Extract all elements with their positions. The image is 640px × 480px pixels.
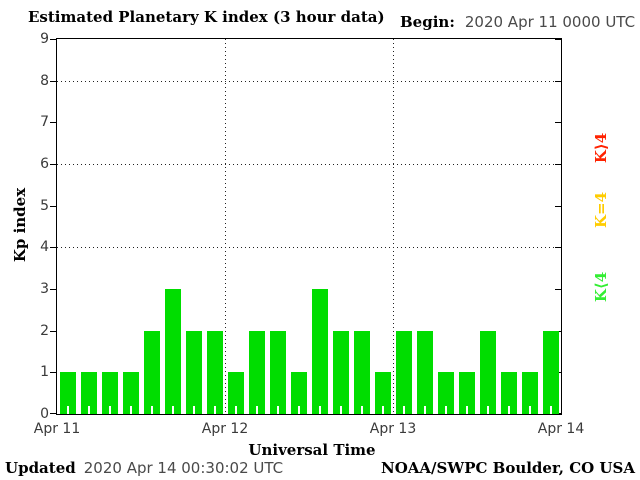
y-tick-right — [555, 39, 561, 40]
y-tick-left — [50, 164, 57, 165]
begin-info: Begin: 2020 Apr 11 0000 UTC — [400, 13, 635, 31]
updated-info: Updated 2020 Apr 14 00:30:02 UTC — [5, 459, 283, 477]
kp-bar — [290, 372, 307, 414]
y-tick-left — [50, 122, 57, 124]
kp-bar — [479, 330, 496, 414]
x-tick-notch — [255, 406, 258, 414]
x-tick-notch — [276, 406, 279, 414]
x-tick-label: Apr 12 — [201, 421, 249, 437]
y-tick-right — [555, 122, 561, 124]
y-tick-right — [555, 80, 561, 82]
kp-bar — [227, 372, 244, 414]
y-tick-left — [50, 289, 57, 290]
y-tick-label: 6 — [40, 156, 49, 172]
y-tick-left — [50, 330, 57, 332]
kp-bar — [206, 330, 223, 414]
x-tick-notch — [381, 406, 384, 414]
x-tick-notch — [423, 406, 426, 414]
y-tick-right — [555, 164, 561, 165]
credit-text: NOAA/SWPC Boulder, CO USA — [380, 459, 635, 477]
y-tick-label: 9 — [40, 31, 49, 47]
y-tick-label: 7 — [40, 114, 49, 131]
x-tick-notch — [444, 406, 447, 414]
kp-bar — [332, 330, 349, 414]
x-tick-notch — [108, 406, 111, 414]
x-tick-notch — [192, 406, 195, 414]
y-tick-left — [50, 247, 57, 249]
x-tick-notch — [402, 406, 405, 414]
x-tick-notch — [339, 406, 342, 414]
kp-bar — [80, 372, 97, 414]
begin-label: Begin: — [400, 13, 455, 31]
x-tick-label: Apr 11 — [33, 421, 81, 437]
y-tick-left — [50, 80, 57, 82]
x-axis-title: Universal Time — [248, 441, 376, 459]
kp-bar — [101, 372, 118, 414]
y-tick-label: 5 — [40, 197, 49, 214]
y-tick-right — [555, 247, 561, 249]
kp-bar — [521, 372, 538, 414]
x-tick-notch — [465, 406, 468, 414]
x-tick-label: Apr 13 — [369, 421, 417, 437]
y-axis-title: Kp index — [11, 187, 29, 263]
x-tick-notch — [297, 406, 300, 414]
x-tick-notch — [549, 406, 552, 414]
x-tick-notch — [318, 406, 321, 414]
x-tick-notch — [486, 406, 489, 414]
x-tick-notch — [87, 406, 90, 414]
kp-bar — [416, 330, 433, 414]
gridline-y-6 — [57, 164, 561, 165]
begin-value: 2020 Apr 11 0000 UTC — [464, 13, 636, 31]
y-tick-right — [555, 289, 561, 290]
x-tick-notch — [66, 406, 69, 414]
kp-bar — [269, 330, 286, 414]
kp-bar — [122, 372, 139, 414]
y-tick-left — [50, 205, 57, 207]
kp-bar — [59, 372, 76, 414]
x-tick-notch — [507, 406, 510, 414]
x-tick-notch — [129, 406, 132, 414]
y-tick-left — [50, 413, 57, 414]
updated-value: 2020 Apr 14 00:30:02 UTC — [83, 459, 284, 477]
gridline-day-boundary — [393, 39, 394, 414]
kp-bar — [437, 372, 454, 414]
y-tick-label: 1 — [40, 364, 49, 381]
y-tick-label: 4 — [40, 239, 49, 256]
chart-title: Estimated Planetary K index (3 hour data… — [28, 8, 385, 26]
y-tick-right — [555, 205, 561, 207]
x-tick-label: Apr 14 — [537, 421, 585, 437]
updated-label: Updated — [5, 459, 76, 477]
legend-label-k-above-4: K⟩4 — [592, 132, 610, 164]
kp-bar — [311, 289, 328, 414]
kp-bar — [458, 372, 475, 414]
gridline-day-boundary — [225, 39, 226, 414]
x-tick-notch — [234, 406, 237, 414]
legend-label-k-equal-4: K=4 — [592, 191, 610, 229]
kp-bar — [143, 330, 160, 414]
x-tick-notch — [360, 406, 363, 414]
kp-bar — [353, 330, 370, 414]
kp-bar — [248, 330, 265, 414]
y-tick-left — [50, 39, 57, 40]
y-tick-label: 0 — [40, 406, 49, 422]
y-tick-label: 8 — [40, 72, 49, 89]
x-tick-notch — [528, 406, 531, 414]
kp-bar — [164, 289, 181, 414]
legend-label-k-below-4: K⟨4 — [592, 271, 610, 303]
kp-bar — [395, 330, 412, 414]
y-tick-label: 3 — [40, 281, 49, 297]
kp-bar — [500, 372, 517, 414]
kp-bar — [374, 372, 391, 414]
x-tick-notch — [150, 406, 153, 414]
gridline-y-4 — [57, 247, 561, 249]
plot-area: 0 1 2 3 4 5 6 7 8 9 Apr 11 Apr 12 Apr 13 Apr 14 — [34, 31, 584, 437]
x-tick-notch — [171, 406, 174, 414]
y-tick-left — [50, 372, 57, 374]
y-tick-label: 2 — [40, 322, 49, 339]
gridline-y-8 — [57, 80, 561, 82]
kp-bar — [542, 330, 559, 414]
kp-bar — [185, 330, 202, 414]
x-tick-notch — [213, 406, 216, 414]
